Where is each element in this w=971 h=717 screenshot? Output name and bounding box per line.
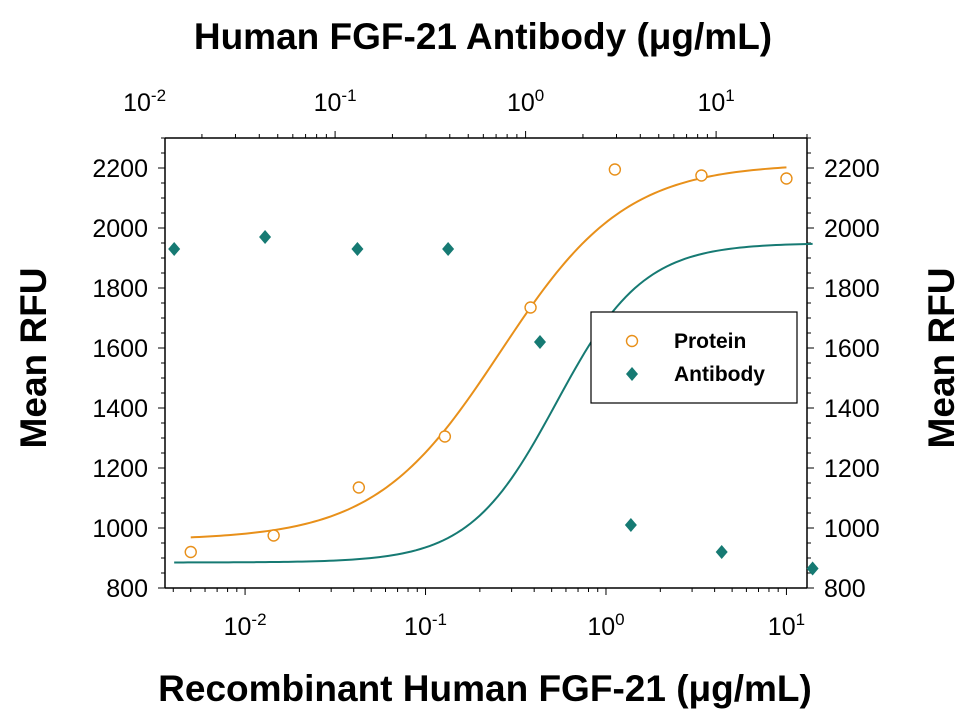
bottom-tick-base: 10 <box>587 613 615 641</box>
top-tick-base: 10 <box>314 89 342 117</box>
left-tick-label: 2000 <box>92 215 148 243</box>
protein-fit-curve <box>190 166 787 539</box>
left-tick-label: 1800 <box>92 275 148 303</box>
right-tick-label: 800 <box>824 575 866 603</box>
top-tick-base: 10 <box>507 89 535 117</box>
protein-data-point <box>695 169 708 182</box>
top-tick-exponent: 1 <box>725 86 734 105</box>
right-tick-label: 1600 <box>824 335 880 363</box>
right-tick-label: 1200 <box>824 455 880 483</box>
bottom-tick-label: 10-1 <box>404 610 447 641</box>
protein-data-point <box>524 301 537 314</box>
protein-data-point <box>267 529 280 542</box>
right-tick-label: 1800 <box>824 275 880 303</box>
bottom-axis-title: Recombinant Human FGF-21 (μg/mL) <box>158 668 812 709</box>
top-tick-base: 10 <box>697 89 725 117</box>
bottom-tick-exponent: -2 <box>251 610 266 629</box>
antibody-data-point <box>715 545 728 559</box>
top-tick-exponent: -1 <box>341 86 356 105</box>
bottom-tick-base: 10 <box>768 613 796 641</box>
top-tick-base: 10 <box>123 89 151 117</box>
bottom-tick-base: 10 <box>404 613 432 641</box>
right-tick-label: 1400 <box>824 395 880 423</box>
fit-curves <box>174 166 813 564</box>
antibody-data-point <box>259 230 272 244</box>
top-tick-exponent: -2 <box>151 86 166 105</box>
antibody-fit-curve <box>174 242 813 564</box>
legend-box <box>590 311 798 404</box>
protein-data-point <box>608 163 622 176</box>
antibody-data-point <box>442 242 455 256</box>
protein-data-point <box>352 481 366 494</box>
top-tick-label: 10-2 <box>123 86 166 117</box>
bottom-tick-base: 10 <box>224 613 252 641</box>
legend: Protein Antibody <box>590 311 798 404</box>
legend-protein-label: Protein <box>674 330 746 353</box>
right-tick-label: 2200 <box>824 155 880 183</box>
protein-data-point <box>184 545 197 559</box>
top-tick-label: 101 <box>697 86 734 117</box>
antibody-data-point <box>806 561 819 576</box>
left-tick-label: 1000 <box>92 515 148 543</box>
antibody-data-point <box>533 335 546 349</box>
bottom-tick-label: 10-2 <box>224 610 267 641</box>
left-axis-title: Mean RFU <box>13 268 54 449</box>
right-tick-label: 2000 <box>824 215 880 243</box>
data-points <box>168 163 819 576</box>
left-tick-label: 1600 <box>92 335 148 363</box>
right-axis-title: Mean RFU <box>921 268 962 449</box>
top-tick-label: 100 <box>507 86 544 117</box>
antibody-data-point <box>624 518 637 532</box>
protein-data-point <box>438 430 452 443</box>
bottom-tick-label: 100 <box>587 610 624 641</box>
protein-data-point <box>780 172 793 185</box>
left-tick-label: 1200 <box>92 455 148 483</box>
antibody-data-point <box>168 242 181 256</box>
bottom-tick-exponent: 0 <box>615 610 624 629</box>
legend-antibody-label: Antibody <box>674 363 765 386</box>
legend-antibody-marker <box>626 367 638 381</box>
left-tick-label: 800 <box>106 575 148 603</box>
right-tick-label: 1000 <box>824 515 880 543</box>
left-tick-label: 2200 <box>92 155 148 183</box>
top-axis-title: Human FGF-21 Antibody (μg/mL) <box>194 16 772 57</box>
legend-protein-marker <box>625 334 639 348</box>
bottom-tick-exponent: -1 <box>432 610 447 629</box>
bottom-tick-exponent: 1 <box>796 610 805 629</box>
bottom-tick-label: 101 <box>768 610 805 641</box>
left-tick-label: 1400 <box>92 395 148 423</box>
top-tick-label: 10-1 <box>314 86 357 117</box>
top-tick-exponent: 0 <box>535 86 544 105</box>
antibody-data-point <box>351 242 364 256</box>
